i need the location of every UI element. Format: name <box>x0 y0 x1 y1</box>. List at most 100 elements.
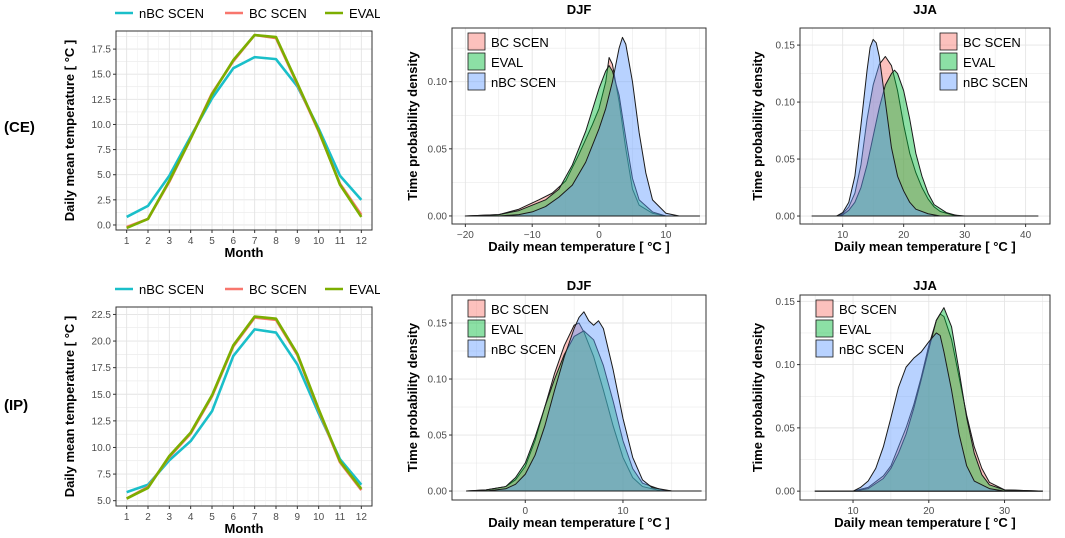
ce_annual-x-tick-label: 3 <box>167 236 173 247</box>
ce_jja-legend-key-bc-scen <box>939 32 958 51</box>
ce_jja-title: JJA <box>913 2 937 17</box>
ip_jja-y-tick-label: 0.10 <box>776 360 796 371</box>
ip_djf-y-axis-label: Time probability density <box>405 322 420 472</box>
ce_djf-legend-label: EVAL <box>491 55 523 70</box>
ip_annual-y-tick-label: 10.0 <box>92 443 112 454</box>
ce_annual-x-tick-label: 6 <box>231 236 237 247</box>
ip_jja-density-area-eval <box>814 307 1043 492</box>
ip_djf-legend-key-nbc-scen <box>467 339 486 358</box>
ce_djf-panel-border <box>451 27 707 225</box>
ip_annual-legend-label: BC SCEN <box>249 282 307 297</box>
ce_jja-legend-key-eval <box>939 52 958 71</box>
ce_djf-x-tick-label: −20 <box>457 230 474 241</box>
ce_jja-x-tick-label: 40 <box>1020 230 1032 241</box>
ip_djf-legend-label: EVAL <box>491 322 523 337</box>
ce_djf-legend-key-nbc-scen <box>467 72 486 91</box>
ce_annual-x-tick-label: 8 <box>273 236 279 247</box>
ce_annual-x-tick-label: 10 <box>313 236 325 247</box>
chart-ce-annual-cycle: 0.02.55.07.510.012.515.017.51 2 3 4 5 6 7 8 9 10 1… <box>62 6 380 260</box>
ip_jja-y-tick-label: 0.00 <box>776 487 796 498</box>
ip_annual-panel-border <box>115 306 373 507</box>
ip_jja-title: JJA <box>913 278 937 293</box>
ip_annual-x-tick-label: 1 <box>124 512 130 523</box>
ce_djf-x-tick-label: 10 <box>660 230 672 241</box>
ce_djf-y-tick-label: 0.00 <box>428 211 448 222</box>
ip_djf-y-tick-label: 0.15 <box>428 319 448 330</box>
ce_djf-legend-label: nBC SCEN <box>491 75 556 90</box>
ip_djf-y-tick-label: 0.00 <box>428 487 448 498</box>
ce_djf-legend-label: BC SCEN <box>491 35 549 50</box>
ce_jja-x-tick-label: 30 <box>959 230 971 241</box>
ce_annual-x-tick-label: 7 <box>252 236 258 247</box>
ce_jja-legend-label: BC SCEN <box>963 35 1021 50</box>
ce_djf-y-axis-label: Time probability density <box>405 51 420 201</box>
ce_jja-density-area-nbc-scen <box>811 38 1039 217</box>
ip_annual-x-tick-label: 9 <box>295 512 301 523</box>
ce_annual-y-tick-label: 17.5 <box>92 45 112 56</box>
ip_annual-x-axis-label: Month <box>225 521 264 536</box>
ce_jja-x-tick-label: 10 <box>837 230 849 241</box>
chart-ip-jja-density: JJA 10 20 30 0.00 0.05 0.10 0.15 Daily mean temp… <box>750 278 1051 530</box>
ip_djf-density-area-nbc-scen <box>466 311 702 492</box>
ce_jja-x-tick-label: 20 <box>898 230 910 241</box>
ce_annual-x-axis-label: Month <box>225 245 264 260</box>
ce_djf-x-tick-label: −10 <box>524 230 541 241</box>
ip_jja-legend-key-nbc-scen <box>815 339 834 358</box>
ce_jja-density-area-bc-scen <box>811 55 1039 217</box>
ip_djf-legend-label: nBC SCEN <box>491 342 556 357</box>
ce_djf-density-area-eval <box>464 65 700 217</box>
ip_annual-x-tick-label: 10 <box>313 512 325 523</box>
ce_jja-legend-label: nBC SCEN <box>963 75 1028 90</box>
chart-ip-djf-density: DJF 0 10 0.00 0.05 0.10 0.15 Daily mean tempera… <box>405 278 707 530</box>
ip_jja-y-axis-label: Time probability density <box>750 322 765 472</box>
ip_jja-plot-panel <box>799 294 1051 501</box>
ce_djf-x-tick-label: 0 <box>596 230 602 241</box>
ip_djf-legend-key-eval <box>467 319 486 338</box>
ce_annual-legend-label: EVAL <box>349 6 380 21</box>
chart-ip-annual-cycle: 5.07.510.012.515.017.520.022.51 2 3 4 5 6 7 8 9 1… <box>62 282 380 536</box>
ce_jja-legend-label: EVAL <box>963 55 995 70</box>
ce_jja-legend-key-nbc-scen <box>939 72 958 91</box>
ce_jja-panel-border <box>799 27 1051 225</box>
ip_jja-y-tick-label: 0.15 <box>776 297 796 308</box>
ip_jja-y-tick-label: 0.05 <box>776 423 796 434</box>
ce_djf-density-area-nbc-scen <box>464 36 700 217</box>
ip_annual-legend-label: nBC SCEN <box>139 282 204 297</box>
ip_annual-x-tick-label: 5 <box>209 512 215 523</box>
ce_annual-x-tick-label: 12 <box>356 236 368 247</box>
ce_djf-y-tick-label: 0.05 <box>428 144 448 155</box>
ip_jja-legend-label: BC SCEN <box>839 302 897 317</box>
ip_jja-density-area-nbc-scen <box>814 332 1043 492</box>
ip_annual-x-tick-label: 2 <box>145 512 151 523</box>
ce_annual-y-tick-label: 5.0 <box>97 170 111 181</box>
ip_annual-x-tick-label: 8 <box>273 512 279 523</box>
ce_annual-panel-border <box>115 30 373 231</box>
ip_djf-legend-key-bc-scen <box>467 299 486 318</box>
ce_annual-x-tick-label: 1 <box>124 236 130 247</box>
ce_djf-legend-key-eval <box>467 52 486 71</box>
ip_annual-x-tick-label: 7 <box>252 512 258 523</box>
ip_jja-panel-border <box>799 294 1051 501</box>
ip_annual-x-tick-label: 4 <box>188 512 194 523</box>
ip_annual-y-tick-label: 5.0 <box>97 496 111 507</box>
ip_jja-legend-key-eval <box>815 319 834 338</box>
ip_jja-x-tick-label: 20 <box>923 506 935 517</box>
ip_djf-x-axis-label: Daily mean temperature [ °C ] <box>488 515 669 530</box>
ip_djf-plot-panel <box>451 294 707 501</box>
ip_jja-legend-label: nBC SCEN <box>839 342 904 357</box>
ip_annual-x-tick-label: 6 <box>231 512 237 523</box>
ip_djf-density-area-bc-scen <box>466 322 702 492</box>
ce_jja-plot-panel <box>799 27 1051 225</box>
ce_annual-x-tick-label: 9 <box>295 236 301 247</box>
ip_djf-panel-border <box>451 294 707 501</box>
ip_djf-legend-label: BC SCEN <box>491 302 549 317</box>
ce_djf-y-tick-label: 0.10 <box>428 77 448 88</box>
chart-ce-djf-density: DJF −20 −10 0 10 0.00 0.05 0.10 Daily mean tempe… <box>405 2 707 254</box>
ip_djf-y-tick-label: 0.05 <box>428 431 448 442</box>
row-label-ce: (CE) <box>4 119 35 136</box>
ip_djf-x-tick-label: 0 <box>522 506 528 517</box>
ce_annual-y-tick-label: 12.5 <box>92 95 112 106</box>
chart-ce-jja-density: JJA 10 20 30 40 0.00 0.05 0.10 0.15 Daily mean te… <box>750 2 1051 254</box>
ip_djf-x-tick-label: 10 <box>617 506 629 517</box>
